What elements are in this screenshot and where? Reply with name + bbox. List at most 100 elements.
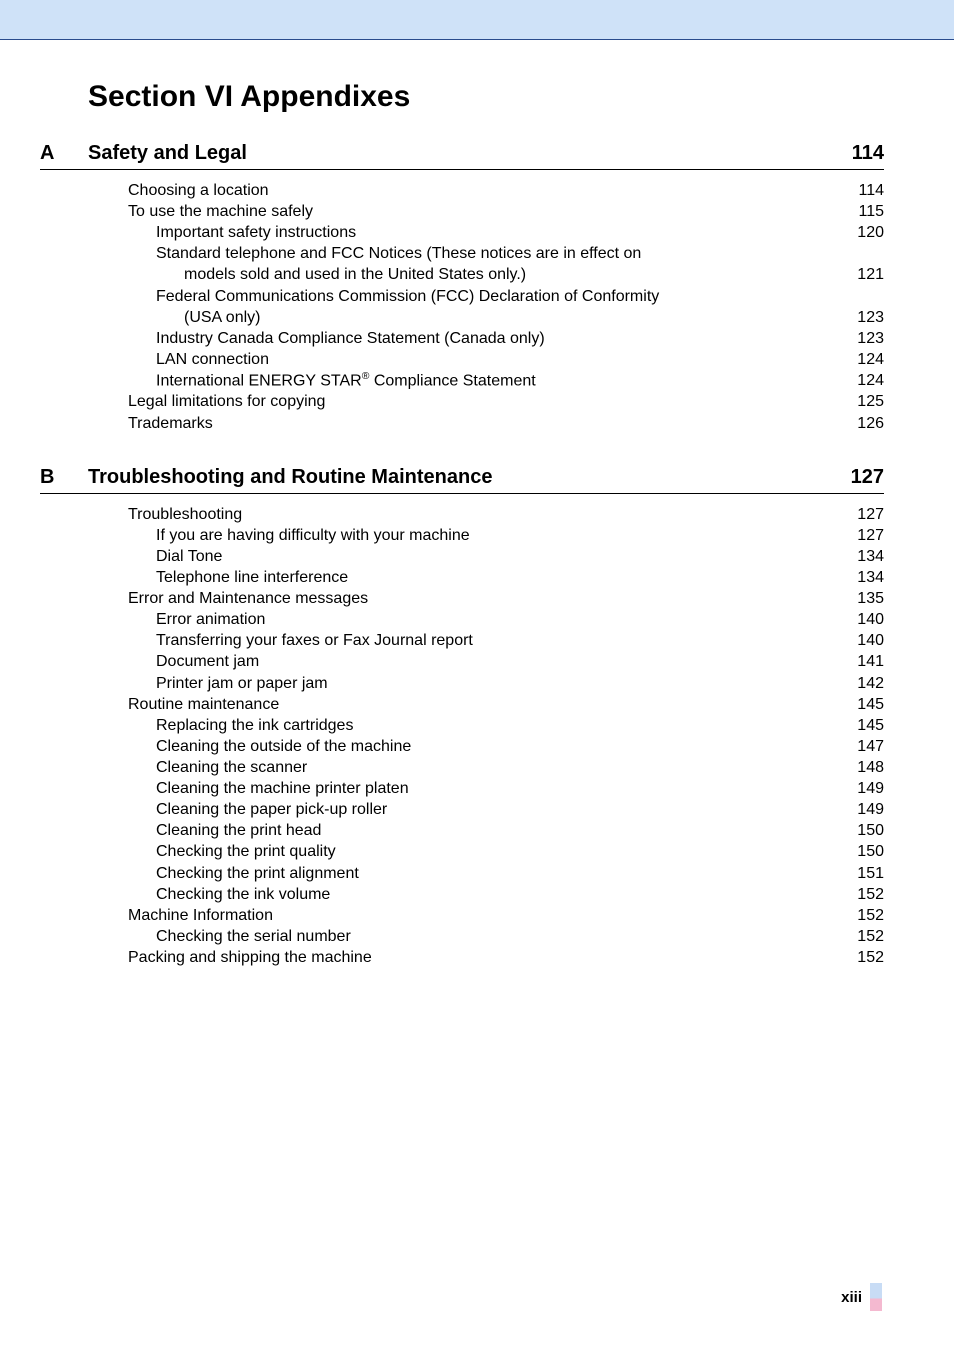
- toc-entry-label: Checking the serial number: [156, 926, 351, 947]
- toc-entry-label: Dial Tone: [156, 546, 222, 567]
- toc-entry[interactable]: Checking the ink volume 152: [128, 884, 884, 905]
- toc-entry[interactable]: Replacing the ink cartridges145: [128, 715, 884, 736]
- toc-entry-page: 148: [855, 757, 884, 778]
- toc-entry-page: 149: [855, 778, 884, 799]
- toc-entry[interactable]: Dial Tone134: [128, 546, 884, 567]
- toc-entry-page: 149: [855, 799, 884, 820]
- toc-entry-label: Checking the print quality: [156, 841, 336, 862]
- toc-entry-label: Checking the ink volume: [156, 884, 330, 905]
- chapter-block: ASafety and Legal114Choosing a location1…: [88, 142, 884, 434]
- toc-entry-label: Cleaning the scanner: [156, 757, 307, 778]
- toc-entry[interactable]: Machine Information 152: [128, 905, 884, 926]
- toc-entry[interactable]: Packing and shipping the machine152: [128, 947, 884, 968]
- toc-entry[interactable]: Trademarks126: [128, 413, 884, 434]
- toc-entry-page: 123: [855, 307, 884, 328]
- toc-entry[interactable]: Checking the serial number 152: [128, 926, 884, 947]
- toc-entry-page: 152: [855, 926, 884, 947]
- toc-entry[interactable]: If you are having difficulty with your m…: [128, 525, 884, 546]
- toc-list: Troubleshooting127If you are having diff…: [128, 504, 884, 968]
- toc-entry-page: 142: [855, 673, 884, 694]
- toc-entry-page: 127: [855, 504, 884, 525]
- toc-entry[interactable]: Printer jam or paper jam142: [128, 673, 884, 694]
- toc-entry-page: 115: [856, 201, 884, 222]
- toc-entry-label[interactable]: Standard telephone and FCC Notices (Thes…: [128, 243, 884, 264]
- toc-entry-label: If you are having difficulty with your m…: [156, 525, 470, 546]
- toc-entry-label: To use the machine safely: [128, 201, 313, 222]
- toc-entry[interactable]: Choosing a location 114: [128, 180, 884, 201]
- page-number: xiii: [841, 1289, 862, 1306]
- toc-entry-page: 124: [855, 370, 884, 391]
- section-title: Section VI Appendixes: [88, 80, 884, 114]
- toc-entry-label: Important safety instructions: [156, 222, 356, 243]
- toc-entry-label: Document jam: [156, 651, 259, 672]
- toc-entry-page: 140: [855, 609, 884, 630]
- toc-entry[interactable]: Document jam141: [128, 651, 884, 672]
- toc-entry-label: Cleaning the outside of the machine: [156, 736, 411, 757]
- chapters-container: ASafety and Legal114Choosing a location1…: [88, 142, 884, 968]
- toc-entry[interactable]: International ENERGY STAR® Compliance St…: [128, 370, 884, 391]
- chapter-letter: A: [40, 142, 88, 165]
- toc-entry-label: models sold and used in the United State…: [184, 264, 526, 285]
- toc-entry[interactable]: Checking the print quality 150: [128, 841, 884, 862]
- toc-entry-label[interactable]: Federal Communications Commission (FCC) …: [128, 286, 884, 307]
- toc-entry[interactable]: Cleaning the paper pick-up roller 149: [128, 799, 884, 820]
- toc-entry-label: Trademarks: [128, 413, 213, 434]
- toc-entry[interactable]: Telephone line interference 134: [128, 567, 884, 588]
- chapter-title[interactable]: Safety and Legal: [88, 142, 852, 165]
- toc-entry-page: 123: [855, 328, 884, 349]
- toc-entry[interactable]: Cleaning the outside of the machine 147: [128, 736, 884, 757]
- toc-entry[interactable]: Cleaning the print head 150: [128, 820, 884, 841]
- toc-entry-label: Cleaning the machine printer platen: [156, 778, 409, 799]
- toc-entry-page: 125: [855, 391, 884, 412]
- toc-entry-page: 150: [855, 820, 884, 841]
- toc-entry-page: 147: [855, 736, 884, 757]
- toc-entry-label: LAN connection: [156, 349, 269, 370]
- toc-entry[interactable]: Cleaning the machine printer platen 149: [128, 778, 884, 799]
- toc-entry-page: 151: [855, 863, 884, 884]
- toc-entry-page: 135: [855, 588, 884, 609]
- toc-entry-label: Error and Maintenance messages: [128, 588, 368, 609]
- toc-entry-label: Telephone line interference: [156, 567, 348, 588]
- toc-entry-page: 121: [855, 264, 884, 285]
- chapter-block: BTroubleshooting and Routine Maintenance…: [88, 466, 884, 968]
- chapter-letter: B: [40, 466, 88, 489]
- header-bar: [0, 0, 954, 40]
- toc-entry-continuation[interactable]: (USA only) 123: [128, 307, 884, 328]
- toc-entry[interactable]: Cleaning the scanner 148: [128, 757, 884, 778]
- toc-entry-page: 152: [855, 884, 884, 905]
- footer-area: xiii: [841, 1283, 882, 1311]
- toc-entry[interactable]: Industry Canada Compliance Statement (Ca…: [128, 328, 884, 349]
- toc-entry-page: 145: [855, 715, 884, 736]
- toc-entry-page: 127: [855, 525, 884, 546]
- toc-entry-label: Routine maintenance: [128, 694, 279, 715]
- toc-entry[interactable]: To use the machine safely 115: [128, 201, 884, 222]
- toc-entry-label: Machine Information: [128, 905, 273, 926]
- toc-entry-label: (USA only): [184, 307, 260, 328]
- chapter-heading: BTroubleshooting and Routine Maintenance…: [40, 466, 884, 494]
- toc-entry-label: Cleaning the paper pick-up roller: [156, 799, 387, 820]
- toc-entry-page: 150: [855, 841, 884, 862]
- toc-entry[interactable]: Error and Maintenance messages 135: [128, 588, 884, 609]
- toc-entry-label: Choosing a location: [128, 180, 269, 201]
- toc-entry[interactable]: Important safety instructions 120: [128, 222, 884, 243]
- toc-entry[interactable]: Legal limitations for copying125: [128, 391, 884, 412]
- toc-entry[interactable]: Routine maintenance145: [128, 694, 884, 715]
- toc-entry-page: 120: [855, 222, 884, 243]
- toc-entry[interactable]: LAN connection124: [128, 349, 884, 370]
- toc-entry-label: International ENERGY STAR® Compliance St…: [156, 370, 536, 391]
- chapter-title[interactable]: Troubleshooting and Routine Maintenance: [88, 466, 851, 489]
- chapter-heading: ASafety and Legal114: [40, 142, 884, 170]
- toc-entry-label: Transferring your faxes or Fax Journal r…: [156, 630, 473, 651]
- toc-entry-page: 152: [855, 905, 884, 926]
- toc-entry[interactable]: Checking the print alignment151: [128, 863, 884, 884]
- toc-entry-label: Cleaning the print head: [156, 820, 321, 841]
- toc-entry-continuation[interactable]: models sold and used in the United State…: [128, 264, 884, 285]
- chapter-page: 127: [851, 466, 884, 489]
- toc-entry[interactable]: Troubleshooting127: [128, 504, 884, 525]
- toc-entry-page: 152: [855, 947, 884, 968]
- toc-entry-label: Industry Canada Compliance Statement (Ca…: [156, 328, 545, 349]
- toc-entry-page: 134: [855, 567, 884, 588]
- toc-entry-page: 114: [856, 180, 884, 201]
- toc-entry[interactable]: Error animation140: [128, 609, 884, 630]
- toc-entry[interactable]: Transferring your faxes or Fax Journal r…: [128, 630, 884, 651]
